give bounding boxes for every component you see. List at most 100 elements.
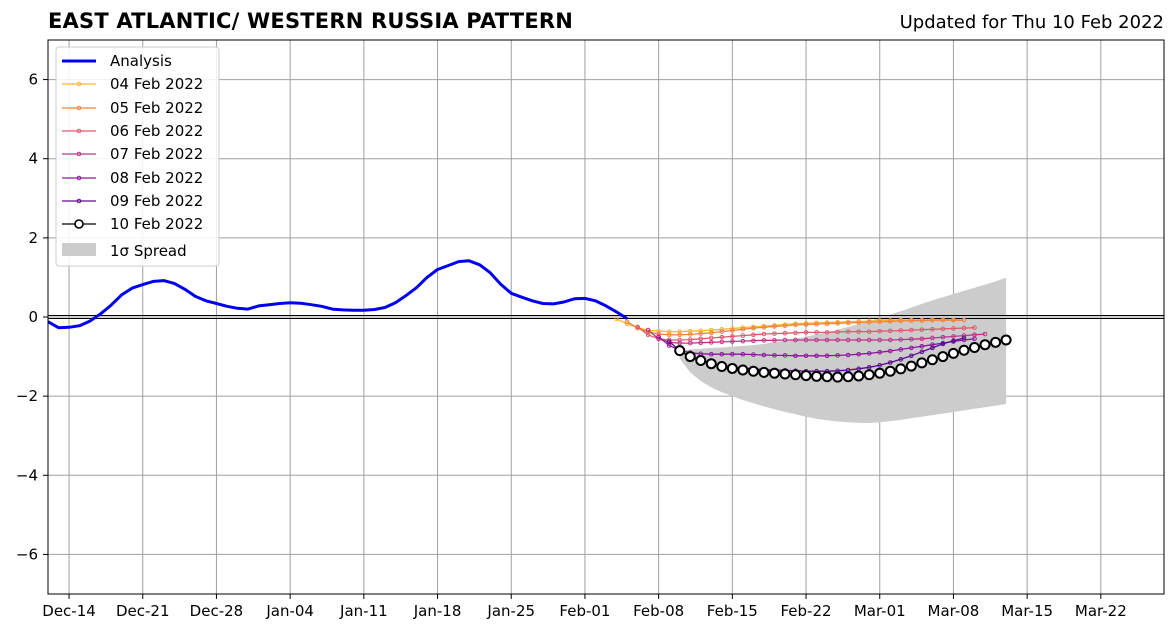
forecast-point xyxy=(916,357,928,369)
forecast-point xyxy=(856,337,861,343)
forecast-point xyxy=(772,353,777,358)
forecast-point xyxy=(803,353,809,359)
forecast-point xyxy=(737,364,749,376)
x-tick-label: Jan-11 xyxy=(339,602,388,620)
forecast-point xyxy=(937,351,949,363)
forecast-point xyxy=(824,321,830,327)
forecast-point xyxy=(800,370,812,382)
forecast-point xyxy=(887,337,893,343)
forecast-point xyxy=(919,318,925,323)
forecast-point xyxy=(708,340,714,345)
forecast-point xyxy=(835,321,840,326)
forecast-point xyxy=(740,326,746,332)
forecast-point xyxy=(730,351,735,357)
x-tick-label: Mar-01 xyxy=(854,602,906,620)
forecast-point xyxy=(909,336,914,342)
forecast-point xyxy=(708,327,714,333)
forecast-point xyxy=(961,333,967,338)
forecast-point xyxy=(656,331,661,337)
forecast-point xyxy=(866,364,872,370)
forecast-point xyxy=(842,371,854,383)
zero-line-layer xyxy=(48,315,1164,319)
forecast-point xyxy=(877,337,883,343)
x-tick-label: Dec-28 xyxy=(190,602,244,620)
legend-swatch-f4 xyxy=(62,151,96,157)
forecast-point xyxy=(898,347,904,352)
forecast-series xyxy=(674,334,1012,383)
forecast-line xyxy=(616,318,954,333)
x-tick-label: Jan-18 xyxy=(413,602,462,620)
forecast-point xyxy=(645,332,651,338)
forecast-point xyxy=(811,370,823,382)
forecast-point xyxy=(905,360,917,372)
forecast-point xyxy=(856,351,861,357)
legend-label-f4: 07 Feb 2022 xyxy=(110,145,203,163)
forecast-point xyxy=(666,339,672,344)
forecast-point xyxy=(790,369,802,381)
forecast-point xyxy=(951,338,956,344)
forecast-point xyxy=(719,351,725,357)
forecast-point xyxy=(772,338,777,343)
legend-swatch-f7 xyxy=(62,219,96,229)
forecast-point xyxy=(698,340,704,346)
y-tick-label: −4 xyxy=(16,466,38,484)
forecast-point xyxy=(747,365,759,377)
forecast-point xyxy=(972,325,977,330)
forecast-point xyxy=(782,330,788,336)
forecast-point xyxy=(930,326,935,332)
legend-label-f6: 09 Feb 2022 xyxy=(110,192,203,210)
forecast-point xyxy=(677,340,682,346)
legend-label-f5: 08 Feb 2022 xyxy=(110,169,203,187)
forecast-point xyxy=(930,345,935,351)
forecast-point xyxy=(832,371,844,383)
forecast-point xyxy=(972,336,977,342)
forecast-point xyxy=(719,334,725,340)
forecast-point xyxy=(768,367,780,379)
y-tick-label: 6 xyxy=(28,71,38,89)
forecast-point xyxy=(803,337,809,343)
forecast-point xyxy=(874,367,886,379)
forecast-point xyxy=(758,366,770,378)
legend-swatch-spread xyxy=(62,243,96,256)
forecast-point xyxy=(940,334,946,340)
forecast-point xyxy=(772,331,777,336)
forecast-point xyxy=(940,326,946,332)
legend-swatch-f5 xyxy=(62,175,96,181)
forecast-point xyxy=(687,340,693,346)
forecast-point xyxy=(845,329,851,334)
forecast-point xyxy=(624,319,630,325)
y-tick-label: −6 xyxy=(16,545,38,563)
forecast-point xyxy=(695,355,707,367)
forecast-point xyxy=(687,332,693,337)
forecast-point xyxy=(884,365,896,377)
forecast-point xyxy=(951,326,956,331)
forecast-point xyxy=(990,336,1002,348)
forecast-point xyxy=(845,352,851,358)
forecast-point xyxy=(835,329,840,335)
forecast-point xyxy=(793,337,798,343)
forecast-point xyxy=(947,347,959,359)
legend-swatch-f2 xyxy=(62,105,96,111)
forecast-point xyxy=(863,369,875,381)
forecast-point xyxy=(814,330,819,335)
forecast-point xyxy=(909,318,914,323)
forecast-point xyxy=(656,328,661,334)
legend-label-f2: 05 Feb 2022 xyxy=(110,99,203,117)
forecast-point xyxy=(666,332,672,338)
forecast-point xyxy=(730,339,735,344)
forecast-point xyxy=(782,353,788,358)
forecast-point xyxy=(793,330,798,336)
y-tick-label: −2 xyxy=(16,387,38,405)
forecast-point xyxy=(708,330,714,336)
legend-label-f3: 06 Feb 2022 xyxy=(110,122,203,140)
forecast-point xyxy=(898,357,904,362)
forecast-point xyxy=(866,337,872,343)
forecast-point xyxy=(782,337,788,343)
forecast-point xyxy=(887,360,893,365)
spread-layer xyxy=(679,277,1007,424)
axis-layer: Dec-14 Dec-21 Dec-28 Jan-04 Jan-11 Jan-18 Jan-… xyxy=(16,39,1165,620)
forecast-point xyxy=(782,323,788,329)
forecast-point xyxy=(919,336,925,342)
forecast-point xyxy=(814,337,819,343)
